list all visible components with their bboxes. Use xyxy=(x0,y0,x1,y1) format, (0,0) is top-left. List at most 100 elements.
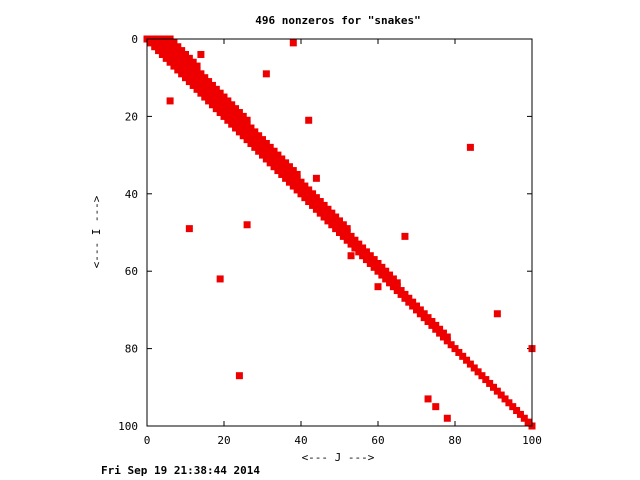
data-point xyxy=(208,93,216,101)
data-point xyxy=(393,283,401,291)
data-point xyxy=(297,182,305,190)
data-point xyxy=(339,229,347,236)
data-point xyxy=(201,81,209,89)
data-point xyxy=(259,139,266,147)
data-point xyxy=(366,256,374,264)
data-point xyxy=(482,376,490,384)
data-point xyxy=(466,143,474,151)
data-point xyxy=(393,287,401,295)
data-point xyxy=(316,201,324,209)
data-point xyxy=(520,414,528,422)
data-point xyxy=(297,186,305,194)
data-point xyxy=(205,81,213,89)
data-point xyxy=(378,267,386,275)
data-point xyxy=(174,54,182,62)
data-point xyxy=(162,54,170,62)
data-point xyxy=(212,85,220,93)
data-point xyxy=(316,198,324,206)
data-point xyxy=(316,205,324,213)
data-point xyxy=(282,159,290,167)
y-tick-label: 80 xyxy=(125,343,138,356)
data-point xyxy=(443,333,451,341)
data-point xyxy=(170,39,178,47)
data-point xyxy=(239,128,247,136)
data-point xyxy=(262,155,270,163)
data-point xyxy=(189,58,197,66)
data-point xyxy=(328,213,336,221)
data-point xyxy=(285,167,293,175)
data-point xyxy=(347,240,355,248)
data-point xyxy=(339,221,347,229)
data-point xyxy=(193,62,201,70)
data-point xyxy=(370,259,378,267)
data-point xyxy=(255,136,263,144)
data-point xyxy=(197,70,205,78)
data-point xyxy=(155,47,163,55)
data-point xyxy=(232,105,240,113)
data-point xyxy=(155,39,163,47)
data-point xyxy=(255,139,263,147)
data-point xyxy=(193,81,201,89)
data-point xyxy=(224,105,232,113)
data-point xyxy=(289,170,297,178)
data-point xyxy=(166,58,174,66)
data-point xyxy=(212,101,220,109)
data-point xyxy=(382,267,390,275)
data-point xyxy=(305,198,313,206)
data-point xyxy=(239,116,247,124)
data-point xyxy=(409,302,417,310)
data-point xyxy=(201,89,209,97)
data-point xyxy=(205,89,213,97)
data-point xyxy=(393,279,401,287)
data-point xyxy=(474,368,482,376)
data-point xyxy=(355,248,363,256)
data-point xyxy=(235,372,243,380)
data-point xyxy=(355,240,363,248)
data-point xyxy=(343,236,351,244)
data-point xyxy=(347,236,355,244)
data-point xyxy=(162,39,170,47)
data-point xyxy=(193,74,201,82)
data-point xyxy=(170,58,178,66)
data-point xyxy=(220,97,228,105)
data-point xyxy=(166,43,174,51)
data-point xyxy=(155,43,163,51)
data-point xyxy=(235,124,243,132)
data-point xyxy=(193,66,201,74)
data-point xyxy=(282,167,290,175)
data-point xyxy=(185,58,193,66)
data-point xyxy=(158,43,166,51)
data-point xyxy=(178,50,186,58)
data-point xyxy=(170,47,178,55)
data-point xyxy=(185,78,193,86)
data-point xyxy=(447,341,455,349)
data-point xyxy=(216,93,224,101)
data-point xyxy=(370,256,378,264)
data-point xyxy=(305,190,313,198)
data-point xyxy=(189,62,197,70)
data-point xyxy=(312,201,320,209)
data-point xyxy=(416,306,424,314)
data-point xyxy=(405,298,413,306)
data-point xyxy=(301,194,309,202)
data-point xyxy=(320,213,328,221)
data-point xyxy=(478,372,486,380)
data-point xyxy=(493,310,501,318)
data-point xyxy=(524,418,532,426)
data-point xyxy=(197,85,205,93)
data-point xyxy=(451,345,459,353)
data-point xyxy=(293,186,301,194)
data-point xyxy=(220,109,228,117)
data-point xyxy=(158,39,166,47)
data-point xyxy=(182,58,189,66)
y-tick-label: 0 xyxy=(131,33,138,46)
data-point xyxy=(336,217,343,225)
y-tick-label: 100 xyxy=(118,420,138,433)
x-tick-label: 20 xyxy=(217,434,230,447)
data-point xyxy=(509,403,517,411)
data-point xyxy=(170,50,178,58)
data-point xyxy=(366,252,374,260)
data-point xyxy=(174,58,182,66)
data-point xyxy=(293,174,301,182)
data-point xyxy=(174,62,182,70)
